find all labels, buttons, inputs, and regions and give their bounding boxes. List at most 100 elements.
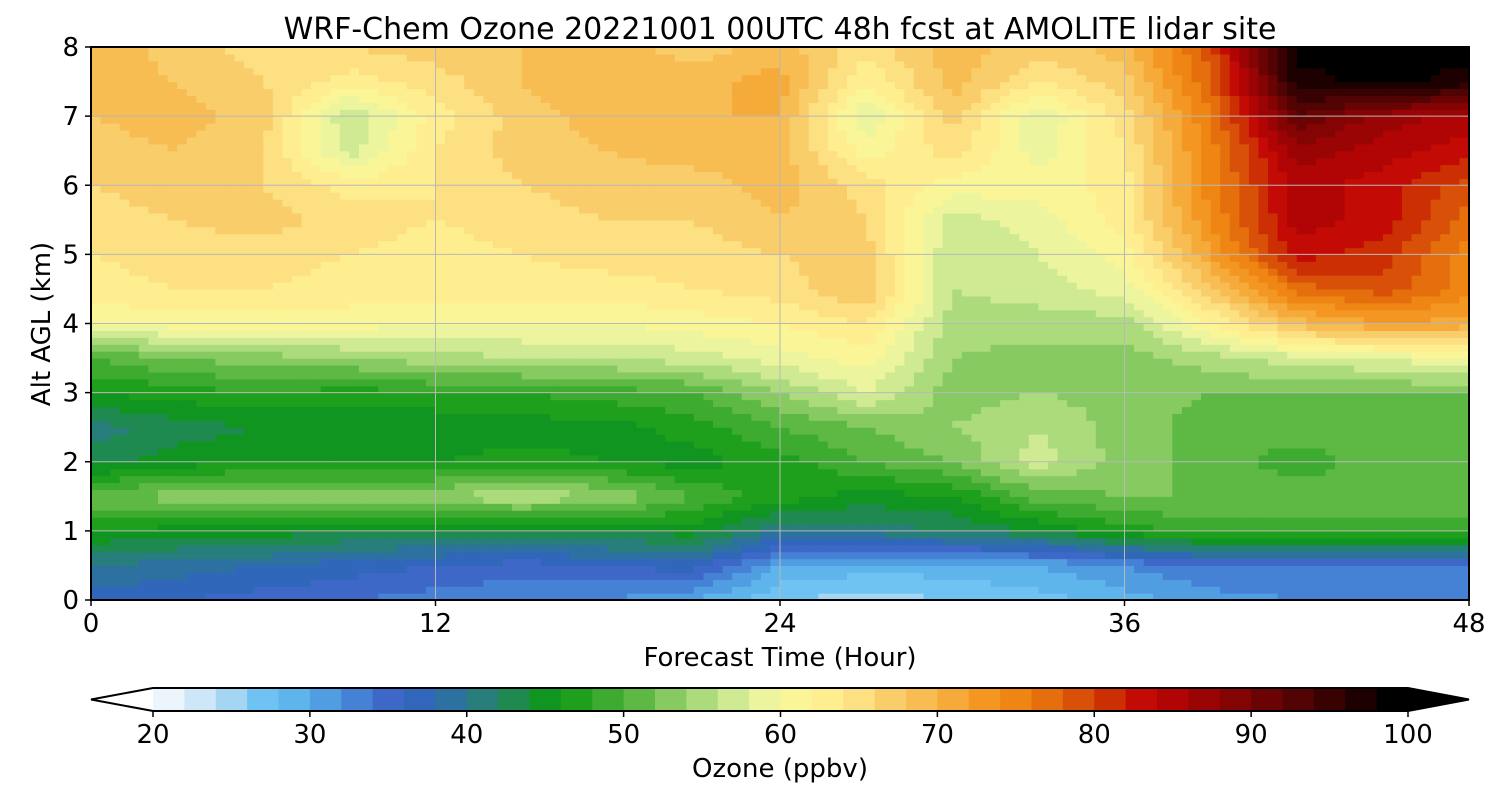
heatmap-cell [1335, 385, 1346, 394]
heatmap-cell [1354, 482, 1365, 490]
heatmap-cell [770, 475, 781, 484]
heatmap-cell [358, 358, 370, 366]
heatmap-cell [1248, 537, 1260, 546]
heatmap-cell [961, 385, 972, 394]
heatmap-cell [885, 503, 896, 511]
heatmap-cell [502, 586, 513, 594]
heatmap-cell [751, 530, 762, 539]
heatmap-cell [961, 468, 972, 477]
heatmap-cell [1363, 537, 1374, 546]
heatmap-cell [1239, 523, 1250, 532]
heatmap-cell [339, 392, 350, 401]
heatmap-cell [1325, 371, 1336, 380]
heatmap-cell [1124, 420, 1135, 428]
heatmap-cell [1248, 378, 1260, 387]
heatmap-cell [789, 371, 800, 380]
heatmap-cell [1191, 420, 1202, 428]
heatmap-cell [177, 461, 188, 470]
heatmap-cell [339, 447, 350, 456]
heatmap-cell [703, 399, 714, 408]
heatmap-cell [1028, 496, 1039, 504]
heatmap-cell [990, 530, 1001, 539]
heatmap-cell [617, 461, 628, 470]
heatmap-cell [856, 399, 867, 408]
heatmap-cell [1095, 434, 1106, 442]
heatmap-cell [1105, 378, 1116, 387]
heatmap-cell [320, 496, 331, 504]
heatmap-cell [1382, 447, 1394, 456]
heatmap-cell [626, 461, 638, 470]
heatmap-cell [942, 489, 953, 497]
heatmap-cell [799, 482, 810, 490]
heatmap-cell [1105, 544, 1116, 553]
heatmap-cell [741, 544, 752, 553]
heatmap-cell [703, 517, 714, 525]
heatmap-cell [980, 475, 992, 484]
heatmap-cell [684, 392, 695, 401]
heatmap-cell [1067, 586, 1078, 594]
heatmap-cell [655, 496, 666, 504]
heatmap-cell [818, 593, 829, 600]
heatmap-cell [311, 565, 322, 573]
heatmap-cell [827, 489, 839, 497]
heatmap-cell [1009, 510, 1020, 518]
heatmap-cell [349, 468, 360, 477]
heatmap-cell [119, 558, 130, 567]
heatmap-cell [1162, 489, 1173, 497]
heatmap-cell [636, 392, 647, 401]
heatmap-cell [1172, 565, 1183, 573]
heatmap-cell [913, 371, 925, 380]
heatmap-cell [138, 371, 150, 380]
heatmap-cell [1277, 496, 1288, 504]
heatmap-cell [732, 392, 743, 401]
heatmap-cell [760, 420, 772, 428]
heatmap-cell [722, 489, 733, 497]
heatmap-cell [722, 544, 733, 553]
heatmap-cell [473, 496, 484, 504]
heatmap-cell [320, 364, 331, 373]
heatmap-cell [1162, 544, 1173, 553]
heatmap-cell [531, 427, 542, 435]
heatmap-cell [626, 358, 638, 366]
heatmap-cell [263, 364, 274, 373]
heatmap-cell [1047, 441, 1059, 449]
heatmap-cell [186, 565, 197, 573]
heatmap-cell [722, 537, 733, 546]
heatmap-cell [311, 510, 322, 518]
heatmap-cell [445, 544, 456, 553]
heatmap-cell [569, 551, 580, 560]
heatmap-cell [923, 482, 934, 490]
heatmap-cell [1134, 392, 1145, 401]
heatmap-cell [186, 371, 197, 380]
heatmap-cell [1220, 496, 1231, 504]
heatmap-cell [1076, 447, 1087, 456]
heatmap-cell [808, 454, 819, 463]
heatmap-cell [540, 579, 551, 587]
heatmap-cell [196, 496, 207, 504]
heatmap-cell [291, 441, 303, 449]
heatmap-cell [684, 572, 695, 580]
heatmap-cell [760, 537, 772, 546]
heatmap-cell [1124, 482, 1135, 490]
heatmap-cell [1172, 364, 1183, 373]
heatmap-cell [722, 399, 733, 408]
heatmap-cell [971, 489, 982, 497]
heatmap-cell [378, 475, 389, 484]
heatmap-cell [703, 482, 714, 490]
heatmap-cell [349, 537, 360, 546]
heatmap-cell [397, 489, 408, 497]
heatmap-cell [234, 579, 245, 587]
heatmap-cell [339, 489, 350, 497]
heatmap-cell [234, 454, 245, 463]
heatmap-cell [1210, 579, 1221, 587]
heatmap-cell [301, 489, 312, 497]
heatmap-cell [1210, 427, 1221, 435]
heatmap-cell [770, 517, 781, 525]
heatmap-cell [378, 434, 389, 442]
heatmap-cell [837, 454, 848, 463]
heatmap-cell [91, 517, 102, 525]
heatmap-cell [521, 517, 532, 525]
heatmap-cell [531, 551, 542, 560]
heatmap-cell [1430, 496, 1441, 504]
heatmap-cell [1430, 454, 1441, 463]
